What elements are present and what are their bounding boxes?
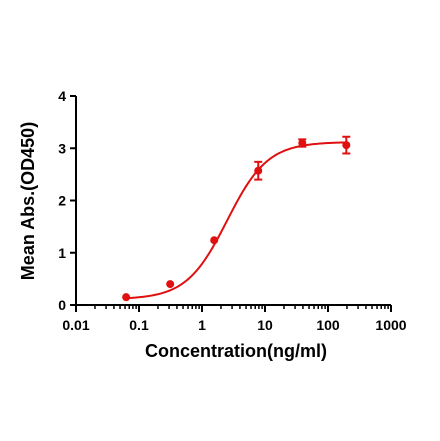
data-point-5 — [342, 141, 351, 150]
plot-area — [122, 135, 351, 302]
y-tick-label-2: 2 — [58, 193, 66, 209]
x-axis-title: Concentration(ng/ml) — [145, 341, 327, 361]
x-tick-label-1: 0.1 — [129, 317, 149, 333]
x-tick-label-5: 1000 — [375, 317, 406, 333]
y-ticks: 0 1 2 3 4 — [58, 88, 76, 313]
data-point-2 — [210, 236, 219, 245]
x-tick-label-3: 10 — [257, 317, 273, 333]
data-point-1 — [166, 280, 175, 289]
y-tick-label-4: 4 — [58, 88, 66, 104]
y-axis-title: Mean Abs.(OD450) — [18, 122, 38, 280]
x-tick-label-2: 1 — [198, 317, 206, 333]
y-tick-label-0: 0 — [58, 297, 66, 313]
y-tick-label-1: 1 — [58, 245, 66, 261]
data-point-4 — [298, 139, 307, 148]
x-ticks: 0.01 0.1 1 10 100 1000 — [62, 305, 407, 333]
y-tick-label-3: 3 — [58, 140, 66, 156]
data-point-3 — [254, 166, 263, 175]
data-point-0 — [122, 293, 131, 302]
x-tick-label-0: 0.01 — [62, 317, 89, 333]
fit-curve — [126, 141, 347, 300]
x-tick-label-4: 100 — [316, 317, 340, 333]
